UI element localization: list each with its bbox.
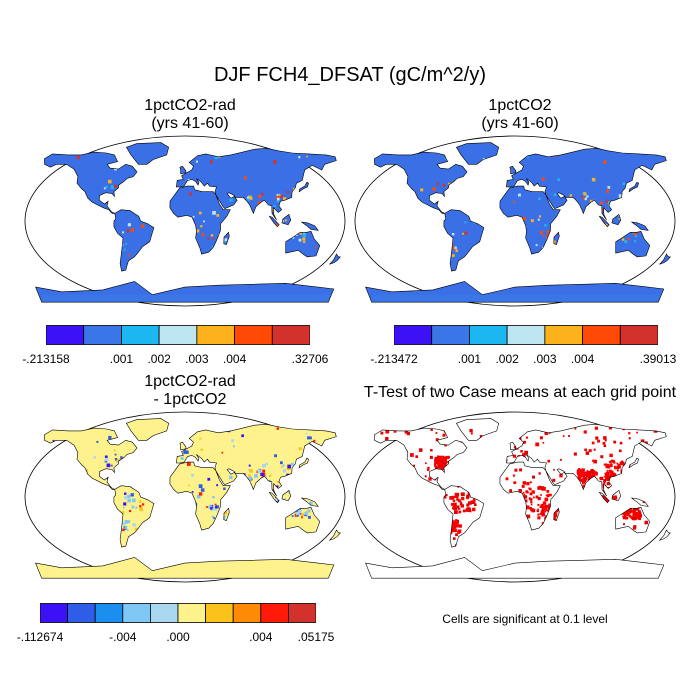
- colorbar-label: .002: [495, 352, 519, 366]
- colorbar-swatch: [122, 603, 151, 623]
- panel-1-title: 1pctCO2-rad (yrs 41-60): [30, 97, 350, 134]
- colorbar-label: .05175: [297, 630, 335, 644]
- figure-title: DJF FCH4_DFSAT (gC/m^2/y): [213, 64, 486, 86]
- colorbar-swatch: [260, 603, 289, 623]
- map-panel-ttest: [354, 411, 676, 583]
- colorbar-label: -.004: [109, 630, 137, 644]
- colorbar-label: .003: [185, 352, 209, 366]
- colorbar-swatch: [393, 325, 433, 345]
- colorbar-label: .003: [533, 352, 557, 366]
- colorbar-label: .39013: [639, 352, 677, 366]
- coastlines: [365, 418, 671, 579]
- colorbar-label: .001: [109, 352, 134, 366]
- colorbar-swatch: [83, 325, 122, 345]
- colorbar-swatch: [39, 603, 69, 623]
- panel-4-title-line1: T-Test of two Case means at each grid po…: [363, 384, 677, 401]
- colorbar-swatch: [177, 603, 207, 623]
- colorbar-1: -.213158 .001 .002 .003 .004 .32706: [22, 325, 328, 368]
- colorbar-label: .004: [222, 352, 247, 366]
- panel-1-title-line1: 1pctCO2-rad: [144, 97, 236, 114]
- colorbar-2-swatches: [393, 325, 659, 345]
- colorbar-swatch: [469, 325, 508, 345]
- panel-3-title-line1: 1pctCO2-rad: [144, 373, 236, 390]
- colorbar-3: -.112674 -.004 .000 .004 .05175: [17, 603, 335, 646]
- colorbar-3-swatches: [39, 603, 317, 623]
- colorbar-swatch: [158, 325, 198, 345]
- map-panel-1pctco2: [354, 135, 676, 307]
- colorbar-3-labels: -.112674 -.004 .000 .004 .05175: [17, 630, 335, 646]
- map-panel-1pctco2-rad: [24, 135, 346, 307]
- colorbar-swatch: [121, 325, 160, 345]
- colorbar-label: .002: [147, 352, 171, 366]
- colorbar-label: .000: [166, 630, 190, 644]
- colorbar-swatch: [506, 325, 546, 345]
- colorbar-label: .32706: [291, 352, 329, 366]
- colorbar-label: .001: [457, 352, 482, 366]
- colorbar-swatch: [544, 325, 583, 345]
- coastlines: [365, 142, 671, 303]
- colorbar-swatch: [232, 603, 262, 623]
- panel-2-title-line1: 1pctCO2: [488, 97, 552, 114]
- colorbar-swatch: [287, 603, 317, 623]
- coastlines: [35, 418, 341, 579]
- colorbar-1-swatches: [45, 325, 311, 345]
- colorbar-swatch: [45, 325, 85, 345]
- panel-2-title: 1pctCO2 (yrs 41-60): [360, 97, 680, 134]
- colorbar-label: -.213158: [22, 352, 70, 366]
- colorbar-2-labels: -.213472 .001 .002 .003 .004 .39013: [370, 352, 676, 368]
- colorbar-swatch: [619, 325, 659, 345]
- colorbar-label: -.112674: [16, 630, 64, 644]
- colorbar-swatch: [205, 603, 234, 623]
- land-fill: [35, 142, 341, 303]
- panel-4-title: T-Test of two Case means at each grid po…: [340, 384, 700, 402]
- colorbar-swatch: [94, 603, 124, 623]
- panel-3-title-line2: - 1pctCO2: [153, 391, 227, 409]
- panel-3-title: 1pctCO2-rad - 1pctCO2: [30, 373, 350, 410]
- panel-1-title-line2: (yrs 41-60): [151, 115, 229, 133]
- colorbar-1-labels: -.213158 .001 .002 .003 .004 .32706: [22, 352, 328, 368]
- coastlines: [35, 142, 341, 303]
- significance-note: Cells are significant at 0.1 level: [442, 612, 608, 626]
- map-panel-difference: [24, 411, 346, 583]
- colorbar-swatch: [67, 603, 96, 623]
- colorbar-swatch: [271, 325, 311, 345]
- colorbar-2: -.213472 .001 .002 .003 .004 .39013: [370, 325, 676, 368]
- colorbar-swatch: [196, 325, 235, 345]
- colorbar-swatch: [234, 325, 273, 345]
- land-fill: [365, 142, 671, 303]
- colorbar-label: .004: [570, 352, 595, 366]
- colorbar-label: .004: [249, 630, 273, 644]
- colorbar-swatch: [582, 325, 621, 345]
- land-fill: [35, 418, 341, 579]
- colorbar-label: -.213472: [370, 352, 418, 366]
- colorbar-swatch: [431, 325, 470, 345]
- panel-2-title-line2: (yrs 41-60): [481, 115, 559, 133]
- colorbar-swatch: [150, 603, 179, 623]
